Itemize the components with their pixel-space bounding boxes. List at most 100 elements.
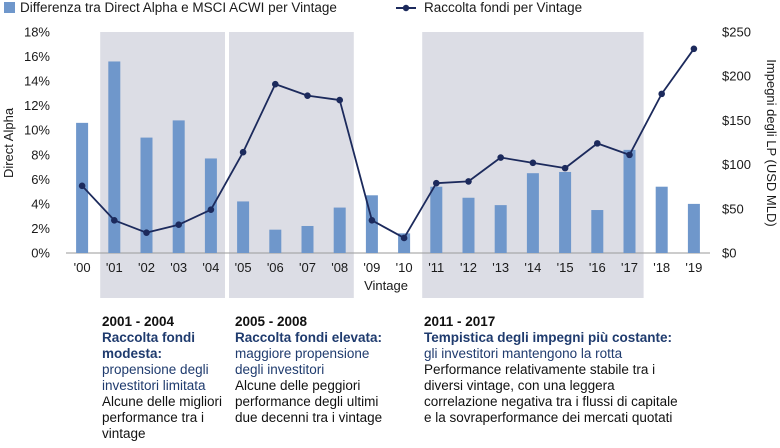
line-path bbox=[81, 48, 695, 239]
bar-7 bbox=[301, 225, 314, 253]
shaded-periods bbox=[100, 32, 644, 298]
period-annotation-2011-2017: 2011 - 2017 Tempistica degli impegni più… bbox=[424, 314, 686, 426]
y-left-tick-8: 16% bbox=[24, 49, 50, 64]
period-range: 2005 - 2008 bbox=[235, 314, 308, 329]
shaded-period-1 bbox=[229, 32, 354, 298]
line-point-7 bbox=[304, 92, 311, 99]
shaded-period-0 bbox=[100, 32, 225, 298]
y-right-tick-4: $200 bbox=[722, 69, 751, 84]
legend-line-label: Raccolta fondi per Vintage bbox=[424, 0, 582, 15]
period-annotation-2001-2004: 2001 - 2004 Raccolta fondi modesta: prop… bbox=[102, 314, 230, 442]
y-right-axis-label: Impegni degli LP (USD MLD) bbox=[764, 59, 779, 226]
line-point-3 bbox=[175, 221, 182, 229]
period-range: 2011 - 2017 bbox=[424, 314, 496, 329]
line-point-1 bbox=[111, 216, 118, 224]
line-series bbox=[78, 45, 698, 242]
period-annotation-2005-2008: 2005 - 2008 Raccolta fondi elevata: magg… bbox=[235, 314, 385, 426]
bar-2 bbox=[140, 137, 153, 253]
x-tick-16: '16 bbox=[589, 260, 606, 275]
y-left-tick-4: 8% bbox=[31, 147, 50, 162]
y-left-tick-0: 0% bbox=[31, 246, 50, 261]
y-left-tick-6: 12% bbox=[24, 98, 50, 113]
bar-12 bbox=[462, 197, 475, 253]
x-tick-13: '13 bbox=[492, 260, 509, 275]
period-range: 2001 - 2004 bbox=[102, 314, 175, 329]
line-point-18 bbox=[658, 90, 665, 98]
y-left-tick-7: 14% bbox=[24, 74, 50, 89]
line-point-4 bbox=[207, 206, 215, 213]
x-tick-17: '17 bbox=[621, 260, 638, 275]
y-left-axis-label: Direct Alpha bbox=[1, 107, 16, 178]
x-tick-0: '00 bbox=[74, 260, 91, 275]
bar-14 bbox=[526, 173, 539, 253]
bar-4 bbox=[204, 158, 217, 253]
x-tick-15: '15 bbox=[557, 260, 574, 275]
y-left-tick-1: 2% bbox=[31, 221, 50, 236]
x-tick-19: '19 bbox=[685, 260, 702, 275]
bar-11 bbox=[430, 186, 443, 253]
legend-line-dot bbox=[402, 4, 410, 12]
x-tick-14: '14 bbox=[524, 260, 541, 275]
x-tick-12: '12 bbox=[460, 260, 477, 275]
line-point-9 bbox=[368, 216, 376, 224]
period-headline: Tempistica degli impegni più costante: bbox=[424, 330, 673, 345]
right-axis-ticks: $0 $50 $100 $150 $200 $250 bbox=[722, 25, 751, 261]
x-tick-7: '07 bbox=[299, 260, 316, 275]
x-tick-1: '01 bbox=[106, 260, 123, 275]
line-point-12 bbox=[465, 178, 472, 185]
y-right-tick-0: $0 bbox=[722, 246, 736, 261]
period-body: Performance relativamente stabile tra i … bbox=[424, 362, 678, 425]
x-tick-5: '05 bbox=[235, 260, 252, 275]
y-right-tick-5: $250 bbox=[722, 25, 751, 40]
line-point-11 bbox=[433, 179, 440, 187]
y-left-tick-5: 10% bbox=[24, 123, 50, 138]
x-tick-9: '09 bbox=[363, 260, 380, 275]
y-right-tick-2: $100 bbox=[722, 157, 751, 172]
x-axis-label: Vintage bbox=[364, 278, 408, 293]
line-point-0 bbox=[78, 182, 86, 190]
y-right-tick-1: $50 bbox=[722, 201, 744, 216]
bar-17 bbox=[623, 149, 636, 253]
line-point-14 bbox=[529, 159, 537, 167]
bar-13 bbox=[494, 205, 507, 253]
period-subheadline: propensione degli investitori limitata bbox=[102, 362, 209, 393]
legend-bar-swatch bbox=[4, 2, 15, 13]
line-point-17 bbox=[626, 151, 633, 159]
period-body: Alcune delle migliori performance tra i … bbox=[102, 394, 223, 441]
y-right-tick-3: $150 bbox=[722, 113, 751, 128]
period-headline: Raccolta fondi modesta: bbox=[102, 330, 196, 361]
y-left-tick-3: 6% bbox=[31, 172, 50, 187]
x-axis-ticks: '00 '01 '02 '03 '04 '05 '06 '07 '08 '09 '10 '11 '12 '… bbox=[74, 260, 703, 275]
bar-1 bbox=[108, 61, 121, 253]
y-left-tick-9: 18% bbox=[24, 25, 50, 40]
bar-5 bbox=[237, 201, 250, 253]
line-point-2 bbox=[143, 229, 150, 236]
line-point-8 bbox=[336, 96, 344, 104]
x-tick-18: '18 bbox=[653, 260, 670, 275]
period-subheadline: gli investitori mantengono la rotta bbox=[424, 346, 623, 361]
x-tick-8: '08 bbox=[331, 260, 348, 275]
line-point-15 bbox=[561, 164, 569, 172]
x-tick-3: '03 bbox=[170, 260, 187, 275]
x-tick-4: '04 bbox=[202, 260, 219, 275]
bar-8 bbox=[333, 207, 346, 253]
x-tick-2: '02 bbox=[138, 260, 155, 275]
line-point-19 bbox=[690, 45, 698, 53]
bar-16 bbox=[591, 210, 604, 253]
bar-18 bbox=[655, 186, 668, 253]
line-point-10 bbox=[400, 234, 408, 242]
period-headline: Raccolta fondi elevata: bbox=[235, 330, 383, 345]
line-point-16 bbox=[594, 140, 601, 147]
x-tick-11: '11 bbox=[428, 260, 444, 275]
legend-bar-label: Differenza tra Direct Alpha e MSCI ACWI … bbox=[20, 0, 337, 15]
x-tick-10: '10 bbox=[396, 260, 413, 275]
y-left-tick-2: 4% bbox=[31, 196, 50, 211]
bar-3 bbox=[172, 120, 185, 254]
left-axis-ticks: 0% 2% 4% 6% 8% 10% 12% 14% 16% 18% bbox=[24, 25, 50, 261]
bar-15 bbox=[559, 171, 572, 253]
bar-6 bbox=[269, 229, 282, 253]
bar-19 bbox=[687, 203, 700, 253]
period-subheadline: maggiore propensione degli investitori bbox=[235, 346, 370, 377]
line-point-5 bbox=[239, 148, 247, 156]
